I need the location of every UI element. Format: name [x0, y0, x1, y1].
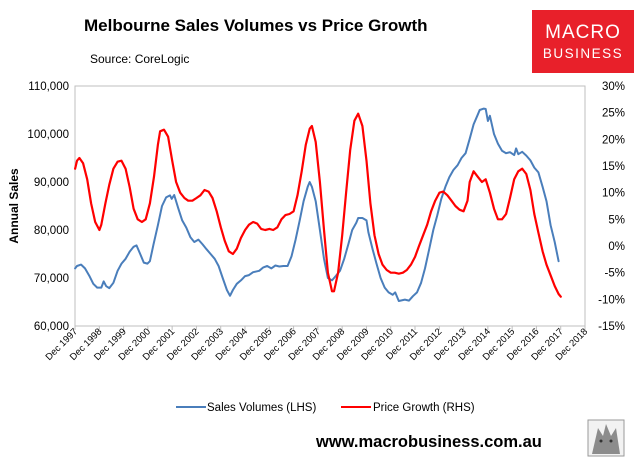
right-tick-label: 15% [602, 161, 625, 173]
right-tick-label: 0% [608, 241, 625, 253]
right-tick-label: 5% [608, 214, 625, 226]
logo-background [532, 10, 634, 73]
legend: Sales Volumes (LHS) Price Growth (RHS) [176, 402, 475, 414]
website-url: www.macrobusiness.com.au [315, 433, 542, 451]
logo-text-business: BUSINESS [543, 46, 623, 61]
wolf-head-shape [592, 424, 620, 454]
right-tick-label: 10% [602, 188, 625, 200]
wolf-eye-right [609, 439, 613, 443]
legend-label-sales: Sales Volumes (LHS) [207, 402, 316, 414]
left-axis: 60,000 70,000 80,000 90,000 100,000 110,000 [27, 81, 69, 333]
right-tick-label: -10% [598, 294, 625, 306]
price-growth-line [74, 112, 562, 298]
right-tick-label: -5% [605, 268, 625, 280]
right-tick-label: -15% [598, 321, 625, 333]
right-axis: -15% -10% -5% 0% 5% 10% 15% 20% 25% 30% [598, 81, 625, 333]
right-tick-label: 20% [602, 134, 625, 146]
wolf-logo-icon [587, 419, 625, 457]
wolf-eye-left [599, 439, 603, 443]
left-tick-label: 70,000 [34, 273, 69, 285]
right-tick-label: 30% [602, 81, 625, 93]
plot-area [74, 85, 586, 327]
left-tick-label: 110,000 [28, 81, 69, 93]
logo-text-macro: MACRO [545, 22, 621, 43]
left-tick-label: 100,000 [27, 129, 69, 141]
sales-volumes-line [74, 107, 560, 302]
macrobusiness-logo: MACRO BUSINESS [532, 10, 634, 73]
chart-source: Source: CoreLogic [90, 52, 189, 66]
legend-label-price: Price Growth (RHS) [373, 402, 475, 414]
left-tick-label: 60,000 [34, 321, 69, 333]
plot-frame [74, 85, 586, 327]
series-layer [74, 107, 562, 302]
chart-title: Melbourne Sales Volumes vs Price Growth [84, 16, 428, 35]
left-tick-label: 80,000 [34, 225, 69, 237]
right-tick-label: 25% [602, 108, 625, 120]
left-tick-label: 90,000 [34, 177, 69, 189]
y-axis-title: Annual Sales [7, 168, 21, 244]
